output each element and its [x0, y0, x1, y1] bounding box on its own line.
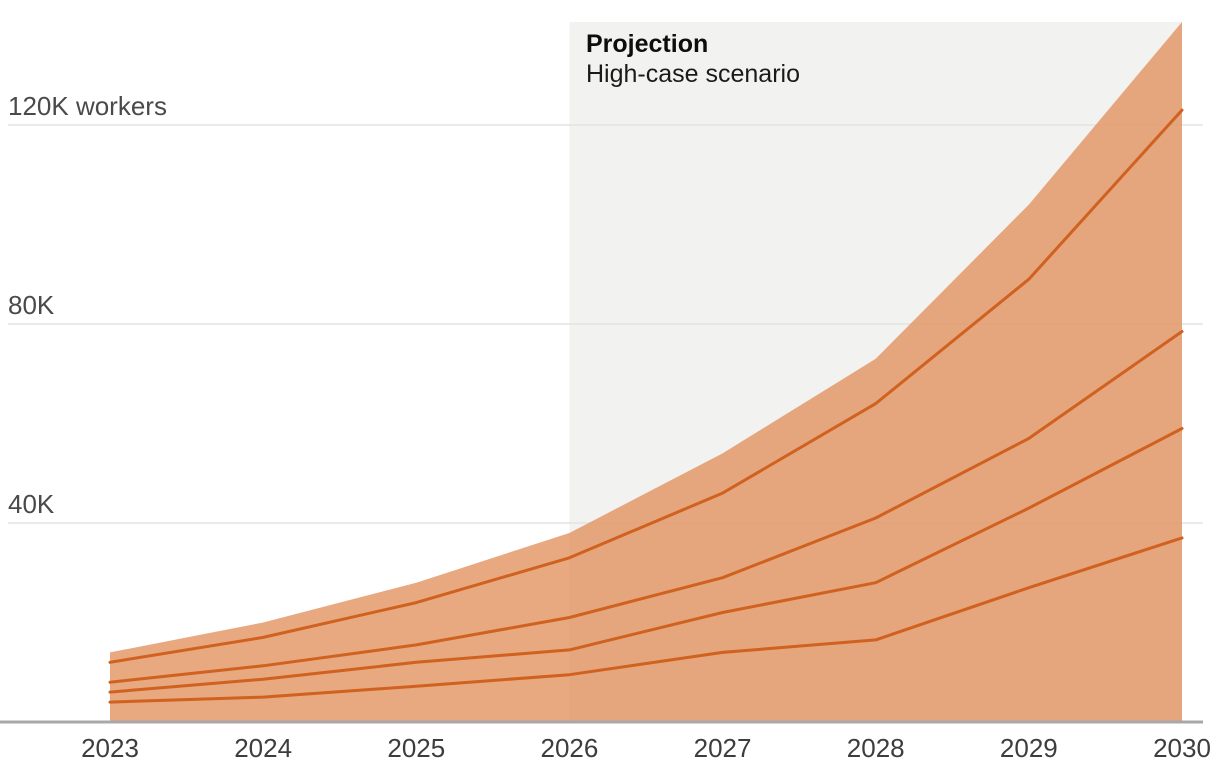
x-tick-label: 2028 — [847, 733, 905, 763]
x-tick-label: 2029 — [1000, 733, 1058, 763]
scenario-line-2 — [108, 330, 1184, 684]
y-tick-label: 80K — [8, 290, 55, 320]
scenario-line-3 — [108, 427, 1184, 694]
x-tick-label: 2023 — [81, 733, 139, 763]
scenario-line-4 — [108, 536, 1184, 704]
high-case-band — [110, 22, 1182, 721]
y-tick-label: 120K workers — [8, 91, 167, 121]
y-tick-label: 40K — [8, 489, 55, 519]
scenario-line-1 — [108, 108, 1184, 664]
x-tick-label: 2027 — [694, 733, 752, 763]
x-tick-label: 2024 — [234, 733, 292, 763]
x-tick-label: 2030 — [1153, 733, 1211, 763]
x-tick-label: 2025 — [387, 733, 445, 763]
x-tick-label: 2026 — [541, 733, 599, 763]
